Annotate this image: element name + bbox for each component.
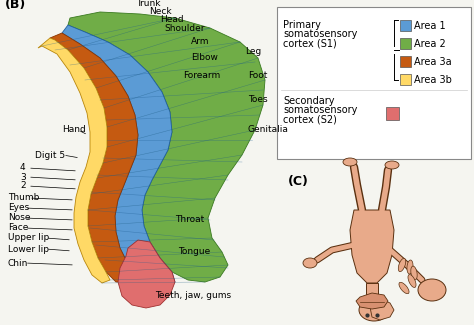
Polygon shape [38, 38, 110, 283]
Text: Area 3a: Area 3a [414, 57, 452, 67]
Text: somatosensory: somatosensory [283, 105, 357, 115]
Text: 3: 3 [20, 173, 26, 181]
Text: Head: Head [160, 15, 184, 24]
Text: Foot: Foot [248, 71, 267, 80]
Polygon shape [68, 12, 265, 282]
Text: Area 1: Area 1 [414, 21, 446, 31]
Ellipse shape [359, 299, 389, 321]
Text: cortex (S1): cortex (S1) [283, 38, 337, 48]
Text: Genitalia: Genitalia [248, 125, 289, 135]
Polygon shape [356, 293, 388, 309]
Text: cortex (S2): cortex (S2) [283, 114, 337, 124]
Polygon shape [366, 283, 378, 295]
Text: Teeth, jaw, gums: Teeth, jaw, gums [155, 291, 231, 300]
Polygon shape [50, 33, 138, 282]
Text: Area 3b: Area 3b [414, 75, 452, 85]
Text: Neck: Neck [149, 7, 171, 16]
Text: Thumb: Thumb [8, 193, 39, 202]
Text: 4: 4 [20, 163, 26, 173]
Text: somatosensory: somatosensory [283, 29, 357, 39]
Text: 2: 2 [20, 181, 26, 190]
Text: (C): (C) [288, 175, 309, 188]
Text: Throat: Throat [175, 215, 204, 225]
Text: Arm: Arm [191, 37, 209, 46]
Ellipse shape [303, 258, 317, 268]
Text: Area 2: Area 2 [414, 39, 446, 49]
Bar [400, 74, 411, 85]
Ellipse shape [343, 158, 357, 166]
Text: Tongue: Tongue [178, 248, 210, 256]
Text: Trunk: Trunk [136, 0, 160, 8]
Text: Face: Face [8, 224, 28, 232]
Bar [400, 38, 411, 49]
Ellipse shape [418, 279, 446, 301]
Bar [386, 107, 399, 120]
Text: Primary: Primary [283, 20, 321, 30]
Ellipse shape [398, 258, 406, 272]
Text: Elbow: Elbow [191, 53, 219, 62]
Text: Lower lip: Lower lip [8, 244, 49, 254]
Text: Secondary: Secondary [283, 96, 335, 106]
Polygon shape [370, 297, 394, 320]
Ellipse shape [411, 266, 417, 280]
Text: Digit 5: Digit 5 [35, 150, 65, 160]
Text: Forearm: Forearm [183, 71, 220, 80]
Text: Chin: Chin [8, 258, 28, 267]
Text: Upper lip: Upper lip [8, 233, 49, 242]
Text: Shoulder: Shoulder [165, 24, 205, 33]
Ellipse shape [408, 275, 416, 288]
Ellipse shape [385, 161, 399, 169]
Bar [400, 20, 411, 31]
Text: Leg: Leg [245, 47, 261, 57]
Text: Nose: Nose [8, 214, 30, 223]
Text: Toes: Toes [248, 96, 268, 105]
Text: Hand: Hand [62, 125, 86, 135]
FancyBboxPatch shape [277, 7, 471, 159]
Bar [400, 56, 411, 67]
Ellipse shape [399, 282, 409, 294]
Polygon shape [350, 210, 394, 283]
Polygon shape [62, 25, 175, 288]
Text: Eyes: Eyes [8, 203, 29, 213]
Polygon shape [118, 240, 175, 308]
Text: (B): (B) [5, 0, 26, 11]
Ellipse shape [407, 260, 413, 274]
